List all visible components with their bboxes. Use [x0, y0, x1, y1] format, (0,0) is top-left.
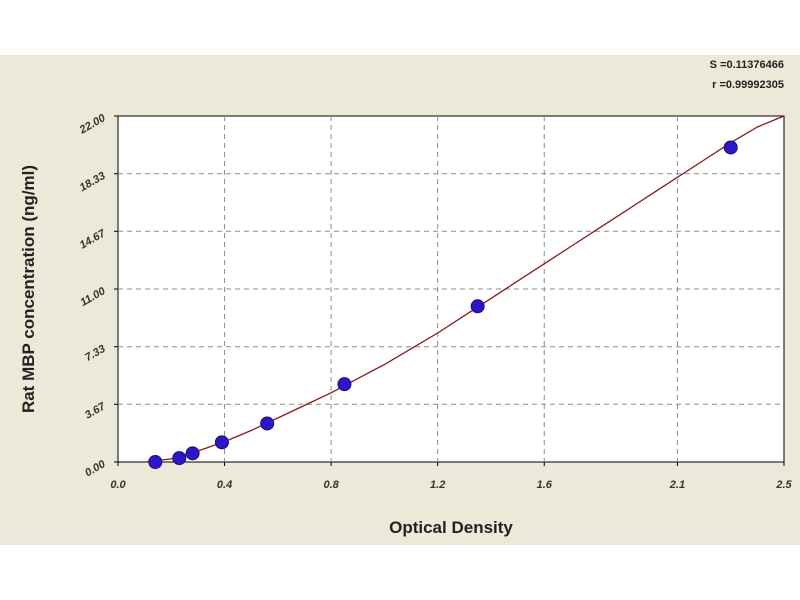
- x-tick-label: 2.5: [775, 479, 792, 491]
- x-tick-label: 0.0: [110, 479, 126, 491]
- data-point: [260, 416, 275, 431]
- data-point: [185, 446, 200, 461]
- data-point: [723, 140, 738, 155]
- y-axis-title: Rat MBP concentration (ng/ml): [19, 165, 38, 413]
- y-tick-label: 3.67: [83, 400, 108, 422]
- data-point: [172, 451, 187, 466]
- x-tick-label: 1.6: [537, 479, 553, 491]
- grid-lines: [118, 116, 784, 462]
- data-point: [148, 455, 163, 469]
- x-tick-label: 0.8: [323, 479, 339, 491]
- fit-statistics: S =0.11376466 r =0.99992305: [710, 59, 784, 91]
- y-axis-ticks: 0.00 3.67 7.33 11.00 14.67 18.33 22.00: [77, 112, 118, 480]
- x-tick-label: 2.1: [669, 479, 685, 491]
- x-tick-label: 1.2: [430, 479, 445, 491]
- fit-curve-layer: [144, 115, 785, 463]
- fit-curve-line: [144, 115, 785, 463]
- x-tick-label: 0.4: [217, 479, 232, 491]
- y-tick-label: 11.00: [78, 285, 108, 309]
- data-point: [470, 299, 485, 314]
- x-axis-title: Optical Density: [389, 518, 513, 537]
- y-tick-label: 0.00: [83, 458, 108, 480]
- y-tick-label: 7.33: [83, 343, 108, 364]
- y-tick-label: 14.67: [78, 227, 109, 252]
- r-value-label: r =0.99992305: [712, 79, 784, 91]
- data-points-layer: [148, 140, 738, 469]
- x-axis-ticks: 0.0 0.4 0.8 1.2 1.6 2.1 2.5: [110, 462, 793, 491]
- s-value-label: S =0.11376466: [710, 59, 784, 71]
- data-point: [214, 435, 229, 450]
- y-tick-label: 18.33: [78, 170, 108, 194]
- y-tick-label: 22.00: [77, 112, 108, 137]
- data-point: [337, 377, 352, 392]
